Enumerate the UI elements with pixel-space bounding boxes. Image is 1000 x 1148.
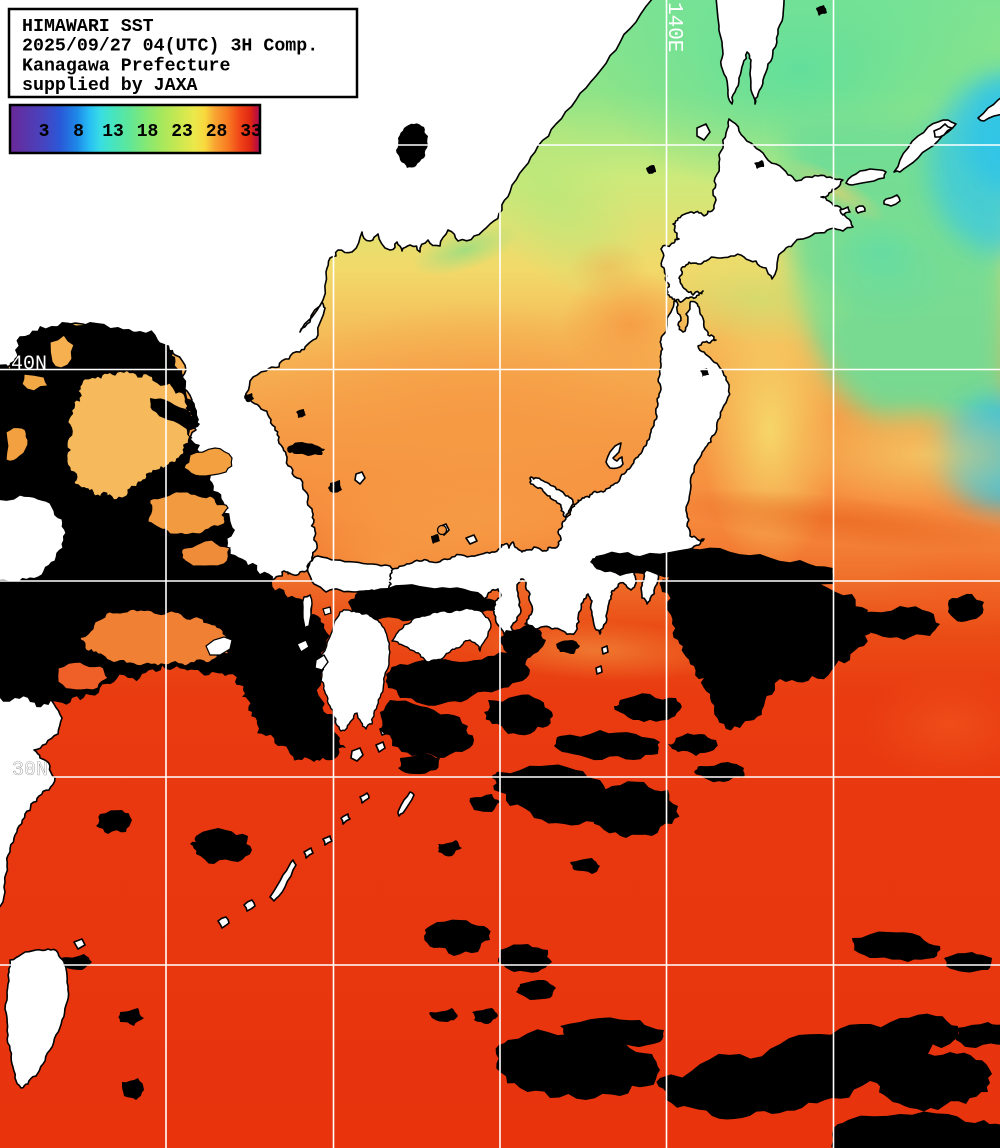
svg-text:3: 3 <box>39 122 50 142</box>
svg-text:23: 23 <box>171 122 193 142</box>
svg-text:28: 28 <box>206 122 228 142</box>
svg-text:HIMAWARI SST: HIMAWARI SST <box>22 17 154 37</box>
svg-text:supplied by JAXA: supplied by JAXA <box>22 76 198 96</box>
svg-text:40N: 40N <box>11 353 47 376</box>
svg-text:8: 8 <box>73 122 84 142</box>
svg-text:Kanagawa Prefecture: Kanagawa Prefecture <box>22 56 230 76</box>
svg-text:33: 33 <box>240 122 262 142</box>
svg-text:140E: 140E <box>662 2 685 52</box>
svg-text:2025/09/27 04(UTC) 3H Comp.: 2025/09/27 04(UTC) 3H Comp. <box>22 37 318 57</box>
svg-text:18: 18 <box>137 122 159 142</box>
svg-text:13: 13 <box>102 122 124 142</box>
svg-text:30N: 30N <box>12 759 48 782</box>
